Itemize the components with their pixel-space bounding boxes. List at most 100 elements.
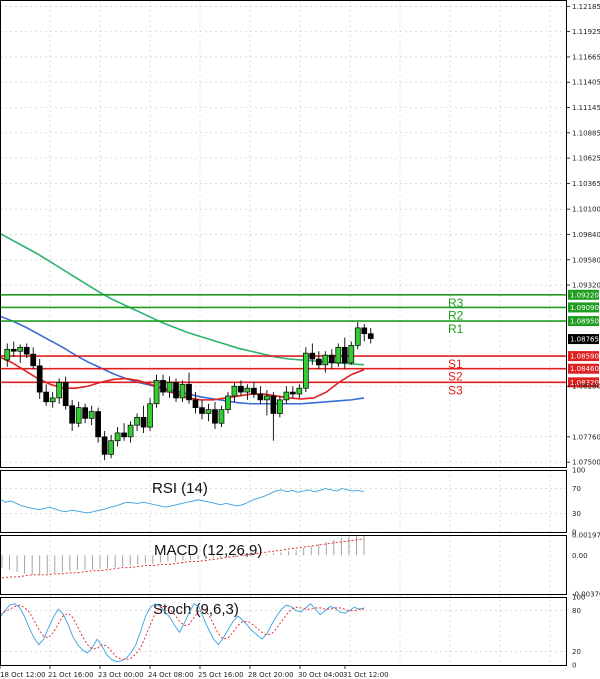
stoch-tick-label: 0 — [572, 662, 576, 670]
candle-bull — [205, 409, 212, 414]
candle-bull — [354, 327, 361, 346]
candle-bull — [335, 346, 342, 364]
candle-bear — [10, 348, 17, 352]
macd-signal-line — [1, 538, 365, 579]
level-tag-s3 — [568, 377, 599, 388]
candle-bear — [140, 417, 147, 428]
candle-bear — [186, 383, 192, 401]
candle-bull — [302, 352, 309, 389]
candle-bear — [101, 436, 108, 455]
rsi-line-path — [0, 488, 365, 514]
candle-bear — [328, 354, 335, 364]
macd-histogram — [1, 535, 365, 579]
price-tick-label: 1.07500 — [572, 459, 600, 467]
candle-bull — [277, 399, 283, 414]
time-tick-label: 23 Oct 00:00 — [98, 671, 144, 679]
price-tick-label: 1.10100 — [572, 206, 600, 214]
candle-bull — [108, 440, 114, 455]
macd-frame — [0, 535, 567, 595]
candle-bear — [251, 387, 257, 395]
price-tick-label: 1.11145 — [572, 104, 600, 112]
price-tick-label: 1.12185 — [572, 3, 600, 11]
ma-green-line — [0, 232, 365, 366]
candle-bear — [30, 353, 37, 367]
candle-bull — [244, 387, 251, 393]
level-name-r3: R3 — [448, 296, 464, 310]
stoch-tick-label: 100 — [572, 594, 585, 602]
rsi-tick-label: 0 — [572, 529, 576, 537]
rsi-tick-label: 100 — [572, 467, 585, 475]
candle-bull — [88, 411, 95, 419]
candle-bull — [147, 403, 153, 428]
level-name-s1: S1 — [448, 357, 463, 371]
candlesticks — [4, 322, 374, 461]
macd-axis: 0.001979 0.00 -0.00376 — [572, 531, 600, 598]
price-tick-label: 1.11405 — [572, 79, 600, 87]
stoch-tick-label: 20 — [572, 648, 581, 656]
candle-bear — [82, 407, 88, 419]
current-price-label: 1.08765 — [570, 336, 599, 344]
price-tick-label: 1.07760 — [572, 433, 600, 441]
time-tick-label: 24 Oct 08:00 — [148, 671, 194, 679]
level-tag-r3 — [568, 289, 599, 300]
candle-bull — [114, 432, 121, 442]
pivot-levels: R3 1.09220 R2 1.09090 R1 1.08950 S1 1.08590 S2 1.… — [0, 289, 599, 397]
candle-bear — [257, 393, 264, 401]
rsi-frame — [0, 470, 567, 533]
rsi-tick-label: 30 — [572, 510, 581, 518]
rsi-title: RSI (14) — [152, 480, 208, 497]
stoch-axis: 100 80 20 0 — [572, 594, 585, 670]
level-price-s3: 1.08320 — [570, 379, 599, 387]
candle-bull — [166, 382, 173, 393]
candle-bear — [367, 333, 374, 339]
macd-tick-label: 0.00 — [572, 552, 588, 560]
candle-bear — [238, 385, 244, 393]
level-name-r1: R1 — [448, 322, 464, 336]
price-tick-label: 1.10365 — [572, 180, 600, 188]
candle-bull — [17, 346, 24, 352]
macd-tick-label: -0.00376 — [572, 591, 600, 599]
level-tag-s1 — [568, 351, 599, 362]
level-tag-r1 — [568, 316, 599, 327]
main-frame — [0, 0, 567, 468]
price-tick-label: 1.09580 — [572, 256, 600, 264]
time-tick-label: 21 Oct 16:00 — [48, 671, 94, 679]
candle-bear — [69, 405, 76, 424]
candle-bear — [121, 432, 127, 438]
candle-bear — [173, 382, 179, 399]
stoch-d-line — [0, 604, 364, 661]
price-axis: 1.12185 1.11925 1.11665 1.11405 1.11145 1.108… — [566, 3, 600, 467]
candle-bull — [348, 345, 355, 364]
rsi-pane: RSI (14) 100 70 30 0 — [0, 467, 585, 537]
level-name-r2: R2 — [448, 308, 464, 322]
stoch-frame — [0, 597, 567, 666]
level-tag-r2 — [568, 302, 599, 313]
level-name-s2: S2 — [448, 370, 463, 384]
level-price-r3: 1.09220 — [570, 291, 599, 299]
candle-bull — [56, 382, 63, 399]
price-tick-label: 1.10625 — [572, 155, 600, 163]
rsi-axis: 100 70 30 0 — [572, 467, 585, 537]
candle-bear — [43, 391, 50, 403]
stoch-lines — [0, 603, 365, 663]
time-tick-label: 18 Oct 12:00 — [0, 671, 46, 679]
candle-bull — [153, 380, 160, 405]
rsi-tick-label: 70 — [572, 485, 581, 493]
candle-bull — [179, 383, 186, 399]
candle-bear — [341, 346, 348, 364]
candle-bull — [134, 417, 140, 426]
candle-bear — [36, 365, 43, 393]
price-tick-label: 1.08280 — [572, 383, 600, 391]
candle-bear — [290, 391, 296, 395]
level-price-r1: 1.08950 — [570, 318, 599, 326]
candle-bull — [283, 391, 290, 401]
candle-bear — [199, 407, 205, 414]
stoch-tick-label: 80 — [572, 607, 581, 615]
candle-bear — [309, 352, 316, 360]
time-tick-label: 25 Oct 16:00 — [198, 671, 244, 679]
candle-bear — [62, 382, 69, 407]
level-tag-s2 — [568, 363, 599, 374]
candle-bull — [218, 409, 225, 424]
